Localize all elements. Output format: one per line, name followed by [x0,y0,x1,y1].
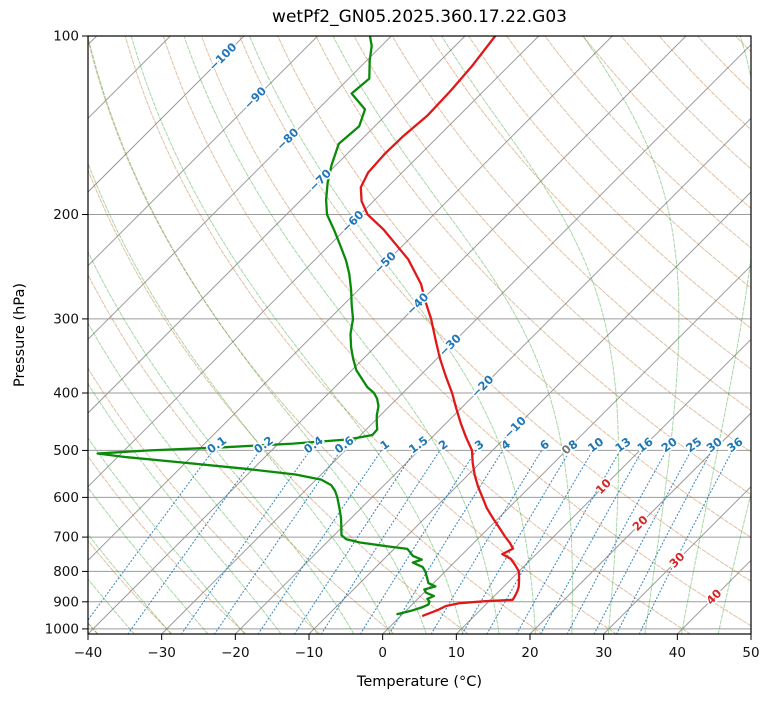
dry-adiabat-line [124,36,617,634]
moist-adiabat-line [88,322,318,634]
y-tick-label: 900 [53,594,79,610]
dry-adiabat-line [506,36,751,289]
x-tick-label: 10 [448,645,465,661]
axes: −40 −30 −20 −10 0 10 20 30 40 50 100 200 300 400 500 60… [45,29,760,662]
chart-title: wetPf2_GN05.2025.360.17.22.G03 [272,7,567,27]
plot-area [88,36,775,634]
moist-adiabat-line [332,36,573,634]
moist-adiabat-line [755,36,775,634]
temperature-curve [359,36,521,617]
isotherm-line [234,117,751,634]
isotherm-line [161,43,751,634]
mixing-ratio-line [566,449,668,634]
isotherm-line [88,36,540,488]
mixing-ratio-line [180,449,311,634]
dry-adiabat-line [88,273,395,634]
moist-adiabat-line [88,161,391,634]
mixing-ratio-line [320,449,441,634]
mixing-ratio-line [127,449,261,634]
dry-adiabat-line [201,36,751,627]
isotherm-line [382,264,751,634]
isotherm-line [88,36,319,267]
dry-adiabat-line [468,36,751,329]
dry-adiabat-line [277,36,751,539]
dry-adiabat-line [315,36,751,496]
plot-background [88,36,751,634]
moist-adiabat-line [183,36,500,634]
dry-adiabat-line [391,36,751,411]
dry-adiabat-line [88,367,321,634]
y-tick-label: 1000 [45,621,79,637]
x-tick-label: 30 [595,645,612,661]
moist-adiabat-line [88,486,209,634]
dry-adiabat-line [162,36,691,634]
dewpoint-curve [96,36,437,616]
moist-adiabat-line [717,491,751,634]
isotherm-line [308,191,751,634]
dry-adiabat-line [88,168,469,634]
y-tick-label: 600 [53,490,79,506]
moist-adiabat-line [88,437,246,634]
isotherm-line [88,36,687,634]
x-tick-label: −30 [147,645,176,661]
dry-adiabat-line [582,36,751,210]
dry-adiabat-line [353,36,751,453]
dry-adiabat-line [239,36,751,582]
mixing-ratio-line [257,449,382,634]
x-tick-label: −40 [74,645,103,661]
y-tick-label: 300 [53,311,79,327]
y-axis-label: Pressure (hPa) [12,282,28,388]
moist-adiabat-line [441,36,619,634]
dry-adiabat-line [429,36,751,370]
x-tick-label: 40 [669,645,686,661]
mixing-ratio-line [359,449,477,634]
plot-border [87,35,752,635]
moist-adiabat-line [88,250,355,634]
mixing-ratio-line [540,449,643,634]
x-tick-label: −20 [221,645,250,661]
dry-adiabat-line [88,455,247,634]
isotherm-line [88,36,245,193]
mixing-ratio-line [213,449,342,634]
isotherm-line [750,633,751,634]
x-axis-label: Temperature (°C) [356,674,483,690]
mixing-ratio-line [516,449,621,634]
x-tick-label: −10 [295,645,324,661]
moist-adiabat-line [249,36,536,634]
isotherm-line [603,485,751,634]
moist-adiabat-line [582,36,680,634]
moist-adiabat-line [681,36,751,634]
mixing-ratio-line [486,449,594,634]
mixing-ratio-line [388,449,504,634]
mixing-ratio-line [430,449,543,634]
y-tick-label: 100 [53,29,79,45]
isotherm-line [529,412,751,634]
isotherm-line [88,36,613,562]
moist-adiabat-line [130,36,464,634]
y-tick-label: 500 [53,443,79,459]
dry-adiabat-line [88,37,543,634]
dry-adiabat-line [544,36,751,249]
y-tick-label: 400 [53,386,79,402]
isotherm-line [88,36,392,341]
x-tick-label: 50 [742,645,759,661]
y-tick-label: 200 [53,207,79,223]
y-tick-label: 700 [53,530,79,546]
mixing-ratio-line [593,449,692,634]
mixing-ratio-line [461,449,571,634]
x-tick-label: 20 [521,645,538,661]
y-tick-label: 800 [53,564,79,580]
x-tick-label: 0 [378,645,387,661]
isotherm-line [88,36,466,414]
isotherm-line [455,338,751,634]
moist-adiabat-line [88,36,427,634]
dry-adiabat-line [620,36,751,170]
